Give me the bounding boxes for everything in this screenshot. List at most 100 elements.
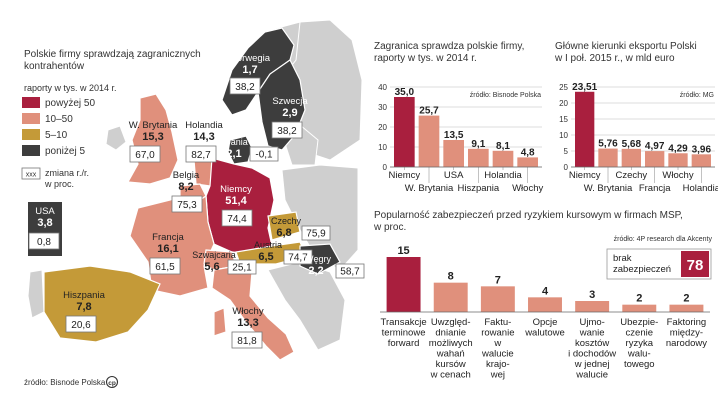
chart1-bar-niemcy	[394, 97, 415, 167]
chart3-label-cat-1-line-0: Uwzględ-	[431, 317, 471, 328]
chart2-ytick-4: 20	[559, 99, 568, 108]
chart3-value-cat-2: 7	[495, 274, 501, 286]
region-change-box-norwegia	[229, 77, 261, 95]
legend-swatch-0	[22, 97, 40, 108]
chart1-label-usa: USA	[444, 170, 464, 181]
chart3-label-cat-5-line-2: ryzyka	[626, 338, 654, 349]
chart1-ytick-0: 0	[383, 163, 388, 172]
chart1-bar-usa	[443, 140, 464, 167]
legend-swatch-2	[22, 129, 40, 140]
chart3-bar-cat-6	[669, 304, 704, 312]
chart2-bar-w-brytania	[598, 148, 618, 167]
legend-change-box	[21, 167, 41, 180]
chart2-value-czechy: 5,68	[622, 139, 642, 150]
map-subtitle: raporty w tys. w 2014 r.	[24, 83, 117, 93]
region-value-wegry: 2,2	[308, 265, 323, 277]
region-name-wlochy: Włochy	[232, 306, 263, 317]
region-change-holandia: 82,7	[191, 150, 211, 161]
chart1-value-usa: 13,5	[444, 130, 464, 141]
chart-export-directions: Główne kierunki eksportu Polski w I poł.…	[554, 41, 718, 194]
chart2-source: źródło: MG	[680, 92, 714, 99]
chart3-label-cat-6-line-0: Faktoring	[667, 317, 707, 328]
region-value-austria: 6,5	[258, 251, 273, 263]
chart2-ytick-0: 0	[564, 163, 569, 172]
chart3-label-cat-0-line-2: forward	[388, 338, 420, 349]
chart2-value-wlochy: 4,29	[668, 143, 688, 154]
chart3-bar-cat-1	[433, 282, 468, 312]
chart2-label-francja: Francja	[639, 183, 671, 194]
chart1-title-line1: Zagranica sprawdza polskie firmy,	[374, 41, 524, 52]
region-dania	[227, 135, 253, 165]
chart2-label-holandia: Holandia	[683, 183, 718, 194]
chart2-label-wlochy: Włochy	[662, 170, 693, 181]
chart3-label-cat-1-line-5: w cenach	[430, 370, 471, 381]
legend-change-box-text: xxx	[26, 172, 37, 179]
chart-foreign-reports: Zagranica sprawdza polskie firmy, raport…	[374, 41, 543, 194]
region-name-belgia: Belgia	[173, 170, 200, 181]
chart3-label-cat-2-line-3: walucie	[481, 349, 514, 360]
chart1-value-hiszpania: 9,1	[471, 139, 485, 150]
chart3-value-cat-0: 15	[397, 245, 409, 257]
chart3-title-line2: w proc.	[373, 222, 406, 233]
chart3-label-cat-6-line-1: między-	[670, 328, 703, 339]
chart2-bar-holandia	[691, 154, 711, 167]
chart1-label-wlochy: Włochy	[512, 183, 543, 194]
chart3-callout-value: 78	[687, 257, 704, 274]
chart2-value-francja: 4,97	[645, 141, 665, 152]
map-title-line1: Polskie firmy sprawdzają zagranicznych	[24, 49, 201, 60]
chart1-label-niemcy: Niemcy	[388, 170, 420, 181]
chart2-ytick-1: 5	[564, 147, 569, 156]
region-name-usa: USA	[35, 206, 55, 217]
chart2-value-w-brytania: 5,76	[598, 139, 618, 150]
region-name-austria: Austria	[254, 240, 282, 250]
chart2-label-w-brytania: W. Brytania	[584, 183, 633, 194]
chart3-label-cat-2-line-0: Faktu-	[484, 317, 511, 328]
chart3-label-cat-5-line-4: towego	[624, 359, 655, 370]
chart3-bar-cat-0	[386, 257, 421, 312]
chart3-bar-cat-4	[575, 301, 610, 312]
region-name-hiszpania: Hiszpania	[63, 290, 105, 301]
chart3-value-cat-6: 2	[683, 293, 689, 305]
map-title-line2: kontrahentów	[24, 61, 85, 72]
region-change-box-w-brytania	[129, 145, 161, 163]
region-change-box-szwajcaria	[227, 259, 257, 275]
chart2-label-czechy: Czechy	[615, 170, 647, 181]
region-change-box-wegry	[335, 263, 365, 279]
region-value-niemcy: 51,4	[225, 195, 247, 207]
region-change-wlochy: 81,8	[237, 336, 257, 347]
region-change-norwegia: 38,2	[235, 82, 255, 93]
chart3-value-cat-4: 3	[589, 289, 595, 301]
chart1-bar-holandia	[492, 150, 514, 167]
chart3-value-cat-1: 8	[448, 271, 454, 283]
chart3-bar-cat-3	[528, 297, 562, 312]
region-name-szwecja: Szwecja	[272, 96, 308, 107]
chart3-label-cat-5-line-1: czenie	[626, 328, 653, 339]
region-change-dania: -0,1	[255, 150, 273, 161]
region-change-niemcy: 74,4	[227, 214, 247, 225]
chart3-label-cat-5-line-0: Ubezpie-	[620, 317, 658, 328]
chart3-label-cat-2-line-5: wej	[490, 370, 505, 381]
chart1-label-w-brytania: W. Brytania	[405, 183, 454, 194]
region-change-czechy: 75,9	[306, 229, 326, 240]
chart3-bar-cat-5	[622, 304, 657, 312]
chart3-label-cat-0-line-0: Transakcje	[381, 317, 427, 328]
europe-map: Polskie firmy sprawdzają zagranicznych k…	[21, 19, 365, 389]
region-name-dania: Dania	[224, 137, 248, 147]
region-change-box-niemcy	[221, 209, 253, 227]
chart3-value-cat-3: 4	[542, 285, 549, 297]
chart2-bar-niemcy	[575, 91, 595, 167]
region-name-norwegia: Norwegia	[230, 53, 271, 64]
region-change-francja: 61,5	[155, 262, 175, 273]
legend-label-0: powyżej 50	[45, 98, 95, 109]
chart2-title-line1: Główne kierunki eksportu Polski	[555, 41, 697, 52]
chart3-label-cat-2-line-4: krajo-	[486, 359, 510, 370]
chart3-label-cat-2-line-2: w	[493, 338, 501, 349]
map-source: źródło: Bisnode Polska	[24, 378, 106, 387]
region-change-box-hiszpania	[65, 315, 97, 333]
chart2-value-niemcy: 23,51	[572, 82, 597, 93]
region-change-box-wlochy	[231, 331, 263, 349]
region-name-w-brytania: W. Brytania	[129, 120, 178, 131]
region-value-belgia: 8,2	[178, 181, 193, 193]
region-change-wegry: 58,7	[340, 267, 360, 278]
